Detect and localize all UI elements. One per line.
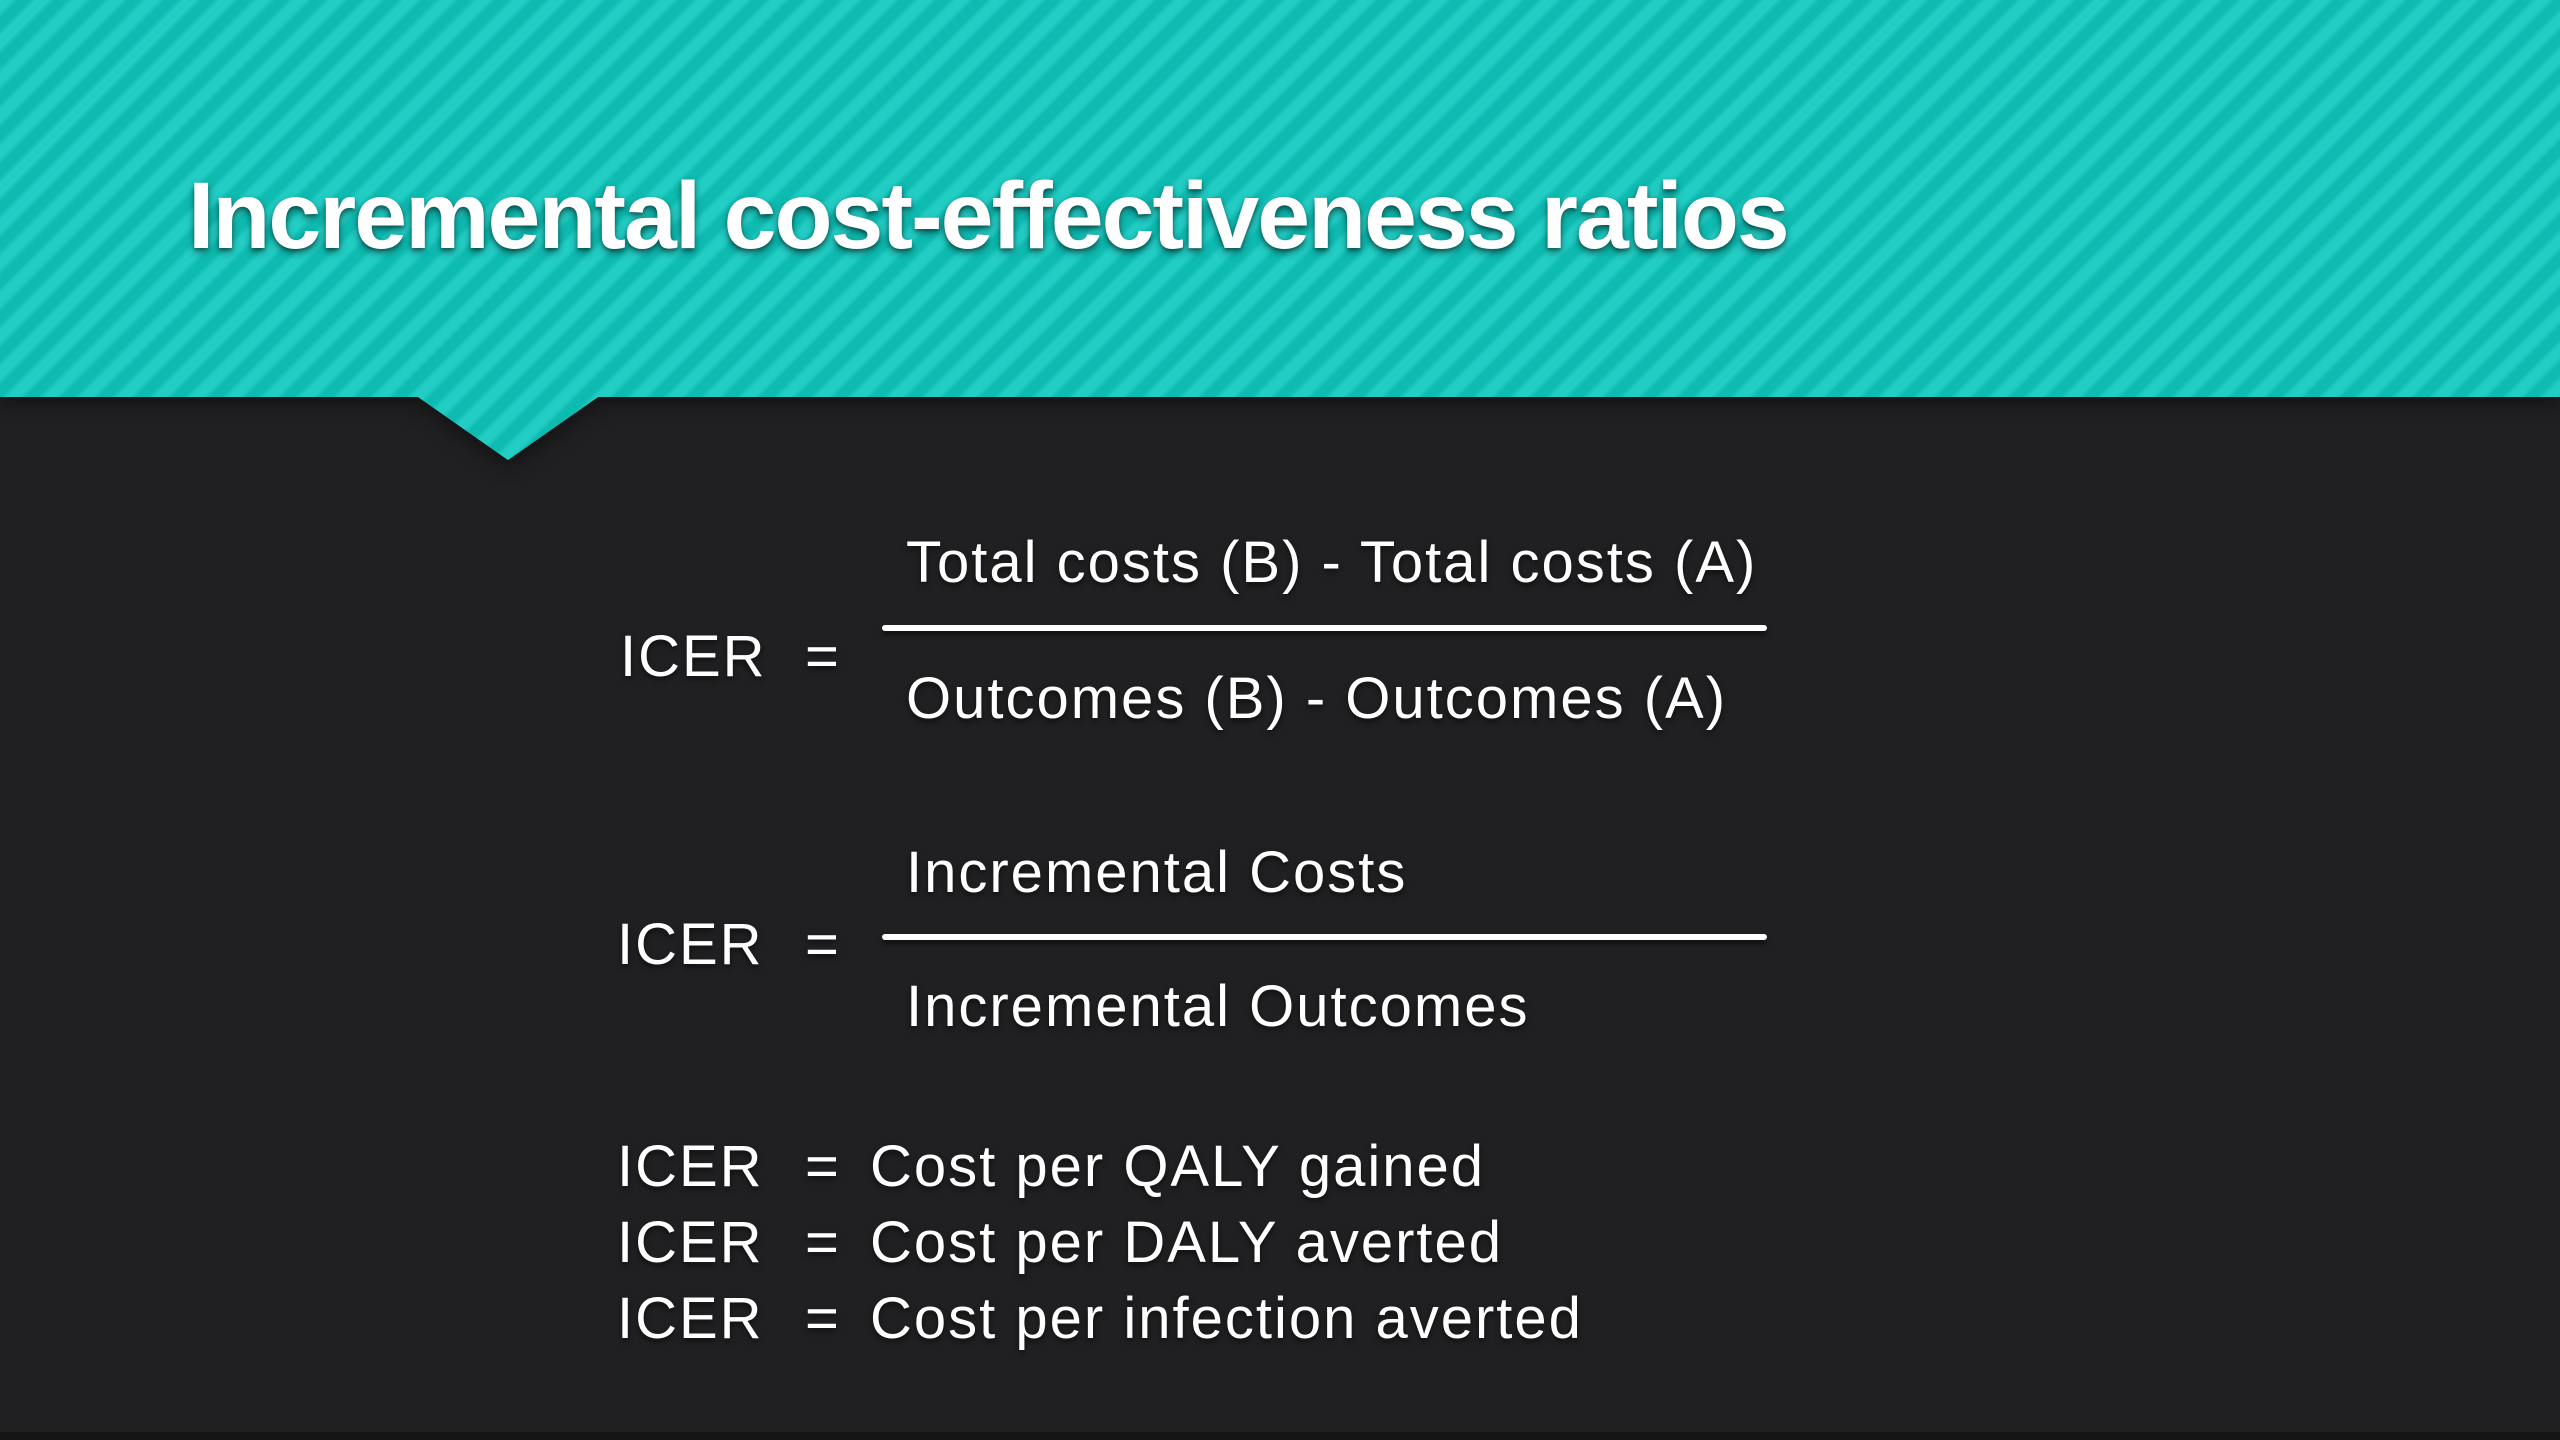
title-band	[0, 0, 2560, 460]
equals-sign: =	[805, 1210, 841, 1275]
formula-denominator: Incremental Outcomes	[906, 974, 1530, 1039]
slide-bottom-edge	[0, 1432, 2560, 1440]
icer-label: ICER	[617, 1134, 764, 1199]
formula-numerator: Total costs (B) - Total costs (A)	[906, 530, 1758, 595]
definition-text: Cost per DALY averted	[870, 1210, 1504, 1275]
title-band-wrap	[0, 0, 2560, 470]
formula-numerator: Incremental Costs	[906, 840, 1408, 905]
fraction-bar	[882, 625, 1767, 631]
equals-sign: =	[805, 1286, 841, 1351]
icer-label: ICER	[620, 624, 767, 689]
fraction-bar	[882, 934, 1767, 940]
icer-label: ICER	[617, 1210, 764, 1275]
equals-sign: =	[805, 912, 841, 977]
equals-sign: =	[805, 1134, 841, 1199]
formula-denominator: Outcomes (B) - Outcomes (A)	[906, 666, 1728, 731]
equals-sign: =	[805, 624, 841, 689]
definition-text: Cost per QALY gained	[870, 1134, 1485, 1199]
icer-label: ICER	[617, 1286, 764, 1351]
slide-title: Incremental cost-effectiveness ratios	[188, 163, 1790, 269]
definition-text: Cost per infection averted	[870, 1286, 1583, 1351]
icer-label: ICER	[617, 912, 764, 977]
